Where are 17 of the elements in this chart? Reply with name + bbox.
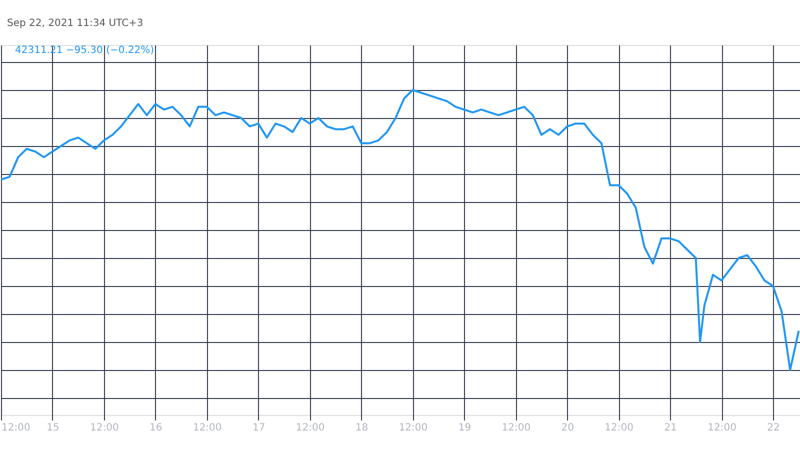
- x-tick-label: 12:00: [192, 422, 222, 434]
- x-tick-label: 12:00: [2, 422, 30, 434]
- x-tick-label: 22: [767, 422, 780, 434]
- x-tick-label: 18: [355, 422, 368, 434]
- x-tick-label: 19: [458, 422, 472, 434]
- x-tick-label: 21: [664, 422, 677, 434]
- x-tick-label: 12:00: [90, 422, 119, 434]
- x-tick-label: 15: [46, 422, 60, 434]
- x-tick-label: 16: [150, 422, 162, 434]
- x-tick-label: 12:00: [604, 422, 634, 434]
- x-tick-label: 12:00: [398, 422, 428, 434]
- x-tick-label: 12:00: [502, 422, 531, 434]
- text: Sep 22, 2021 11:34 UTC+3: [7, 18, 144, 29]
- x-tick-label: 12:00: [708, 422, 736, 434]
- x-tick-label: 17: [252, 422, 266, 434]
- x-tick-label: 12:00: [296, 422, 325, 434]
- x-tick-label: 20: [561, 422, 574, 434]
